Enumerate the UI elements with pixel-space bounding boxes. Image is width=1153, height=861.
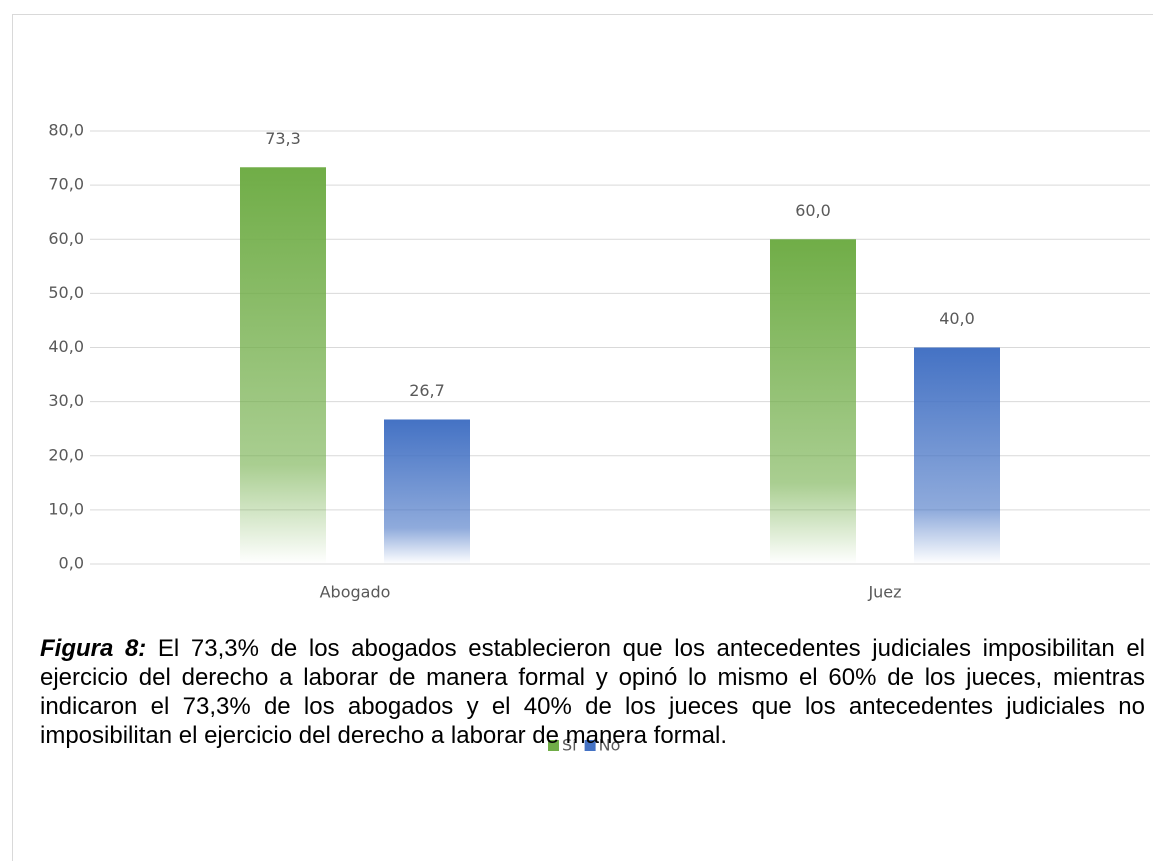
legend-swatch [548, 740, 559, 751]
value-label: 60,0 [795, 201, 831, 220]
caption-label: Figura 8: [40, 635, 147, 662]
y-tick-label: 0,0 [59, 554, 84, 573]
value-label: 26,7 [409, 381, 445, 400]
y-tick-label: 60,0 [48, 229, 84, 248]
value-label: 40,0 [939, 309, 975, 328]
value-label: 73,3 [265, 129, 301, 148]
bar [770, 239, 856, 564]
y-tick-label: 10,0 [48, 499, 84, 518]
y-tick-label: 30,0 [48, 391, 84, 410]
legend-swatch [584, 740, 596, 751]
bar [240, 167, 326, 565]
y-tick-label: 40,0 [48, 337, 84, 356]
y-tick-label: 70,0 [48, 175, 84, 194]
legend-label: Sí [562, 736, 577, 755]
caption: Figura 8: El 73,3% de los abogados estab… [40, 634, 1145, 750]
chart-frame [12, 14, 1153, 861]
y-tick-label: 80,0 [48, 121, 84, 140]
x-tick-label: Juez [867, 583, 901, 602]
bar [384, 419, 470, 564]
bar [914, 347, 1000, 564]
y-tick-label: 20,0 [48, 445, 84, 464]
legend-label: No [599, 736, 621, 755]
x-tick-label: Abogado [320, 583, 391, 602]
y-tick-label: 50,0 [48, 283, 84, 302]
caption-text: El 73,3% de los abogados establecieron q… [40, 635, 1145, 749]
